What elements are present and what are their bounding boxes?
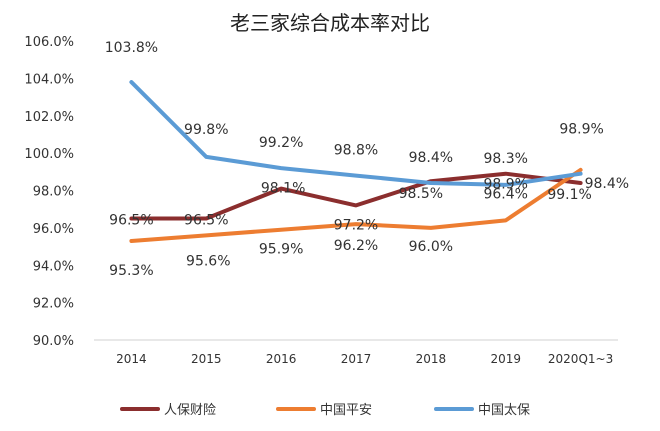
data-label: 99.8% xyxy=(184,122,228,138)
x-tick-label: 2015 xyxy=(191,352,222,366)
data-label: 98.8% xyxy=(334,143,378,159)
series-line-1 xyxy=(129,167,583,243)
data-label: 99.1% xyxy=(547,187,591,203)
data-label: 95.6% xyxy=(186,253,230,269)
y-tick-label: 90.0% xyxy=(33,334,74,349)
legend-label: 中国平安 xyxy=(320,403,372,418)
data-labels: 96.5% 96.5% 98.1% 97.2% 98.5% 98.9% 98.4% 95.3%… xyxy=(105,40,629,279)
data-label: 96.0% xyxy=(409,239,453,255)
y-tick-label: 98.0% xyxy=(33,185,74,200)
data-label: 98.4% xyxy=(585,176,629,192)
series-lines xyxy=(129,80,583,243)
x-tick-label: 2017 xyxy=(341,352,372,366)
chart-title: 老三家综合成本率对比 xyxy=(230,11,430,35)
data-label: 95.9% xyxy=(259,242,303,258)
y-tick-label: 102.0% xyxy=(24,110,74,125)
legend-label: 中国太保 xyxy=(478,403,530,418)
legend: 人保财险 中国平安 中国太保 xyxy=(120,403,530,418)
data-label: 97.2% xyxy=(334,217,378,233)
x-tick-label: 2020Q1~3 xyxy=(548,352,613,366)
data-label: 96.2% xyxy=(334,238,378,254)
data-label: 96.5% xyxy=(109,213,153,229)
data-label: 98.5% xyxy=(399,186,443,202)
x-tick-label: 2016 xyxy=(266,352,297,366)
data-label: 103.8% xyxy=(105,40,158,56)
series-line-0 xyxy=(129,171,583,221)
data-label: 95.3% xyxy=(109,263,153,279)
y-tick-label: 92.0% xyxy=(33,297,74,312)
data-label: 96.4% xyxy=(483,186,527,202)
y-tick-label: 96.0% xyxy=(33,222,74,237)
x-tick-label: 2014 xyxy=(116,352,147,366)
y-tick-label: 104.0% xyxy=(24,72,74,87)
series-line-2 xyxy=(129,80,583,187)
x-tick-label: 2018 xyxy=(416,352,447,366)
data-label: 98.4% xyxy=(409,150,453,166)
y-tick-label: 100.0% xyxy=(24,147,74,162)
data-label: 98.9% xyxy=(559,122,603,138)
data-label: 98.3% xyxy=(483,151,527,167)
data-label: 96.5% xyxy=(184,213,228,229)
y-tick-label: 106.0% xyxy=(24,35,74,50)
data-label: 98.9% xyxy=(483,177,527,193)
x-axis: 2014 2015 2016 2017 2018 2019 2020Q1~3 xyxy=(94,339,618,366)
data-label: 98.1% xyxy=(261,181,305,197)
x-tick-label: 2019 xyxy=(490,352,521,366)
y-axis: 90.0% 92.0% 94.0% 96.0% 98.0% 100.0% 102.0% 104… xyxy=(24,35,74,349)
y-tick-label: 94.0% xyxy=(33,259,74,274)
data-label: 99.2% xyxy=(259,135,303,151)
legend-label: 人保财险 xyxy=(164,403,216,418)
